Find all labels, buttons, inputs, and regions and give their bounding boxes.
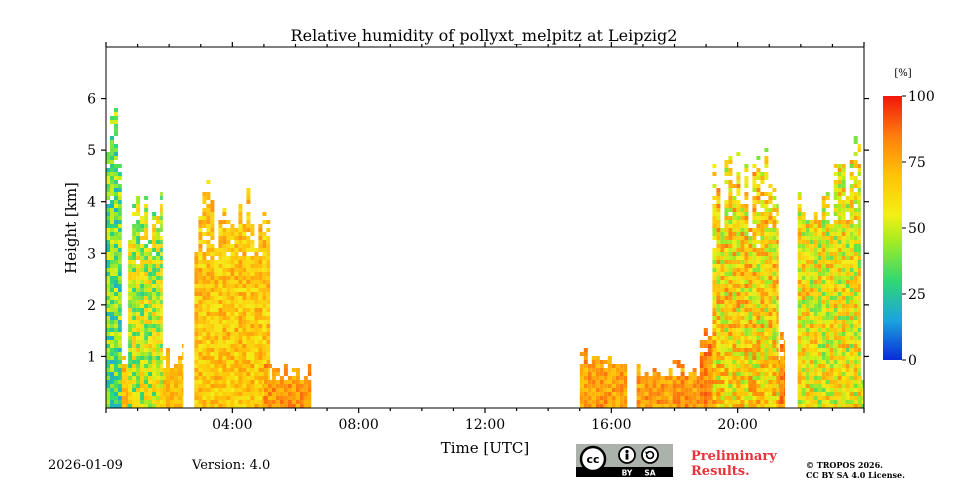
rh-region-11	[797, 136, 861, 408]
x-tick-label: 20:00	[717, 417, 757, 433]
axis-ticks: 04:00 08:00 12:00 16:00 20:00 1 2 3 4 5 6	[87, 42, 869, 433]
y-tick-label: 2	[87, 298, 96, 314]
cc-icon-text: cc	[586, 453, 599, 466]
colorbar-tick-label: 50	[908, 221, 926, 237]
x-tick-label: 04:00	[212, 417, 252, 433]
rh-region-2	[128, 192, 163, 408]
rh-region-6	[579, 348, 628, 408]
x-tick-label: 08:00	[338, 417, 378, 433]
x-axis-label: Time [UTC]	[441, 439, 530, 457]
y-tick-label: 4	[87, 195, 96, 211]
by-label: BY	[622, 469, 633, 478]
colorbar-unit: [%]	[894, 68, 911, 79]
y-tick-label: 3	[87, 246, 96, 262]
heatmap-layer	[106, 108, 864, 408]
colorbar-tick-label: 75	[908, 155, 926, 171]
copyright-line-2: CC BY SA 4.0 License.	[806, 470, 905, 480]
y-tick-label: 5	[87, 143, 96, 159]
rh-region-9	[712, 148, 779, 408]
copyright-notice: © TROPOS 2026. CC BY SA 4.0 License.	[806, 460, 905, 480]
cc-by-sa-badge[interactable]: cc BY SA	[576, 444, 673, 477]
chart-title: Relative humidity of pollyxt_melpitz at …	[291, 26, 678, 45]
y-tick-label: 1	[87, 349, 96, 365]
x-tick-label: 16:00	[591, 417, 631, 433]
cc-icon	[579, 445, 607, 473]
copyright-line-1: © TROPOS 2026.	[806, 460, 883, 470]
colorbar-tick-label: 0	[908, 353, 917, 369]
sa-label: SA	[644, 469, 655, 478]
colorbar-tick-label: 25	[908, 287, 926, 303]
colorbar-ticks: 0 25 50 75 100	[902, 89, 935, 369]
preliminary-notice: Preliminary Results.	[691, 449, 777, 479]
y-axis-label: Height [km]	[62, 182, 80, 274]
preliminary-line-1: Preliminary	[691, 449, 777, 464]
y-tick-label: 6	[87, 92, 96, 108]
colorbar	[883, 96, 902, 360]
colorbar-tick-label: 100	[908, 89, 935, 105]
rh-region-1	[106, 108, 122, 408]
footer-date: 2026-01-09	[48, 458, 123, 473]
rh-region-4	[194, 180, 271, 408]
x-tick-label: 12:00	[465, 417, 505, 433]
rh-region-5	[263, 364, 312, 408]
footer-version: Version: 4.0	[192, 458, 271, 473]
rh-region-7	[636, 360, 700, 408]
preliminary-line-2: Results.	[691, 464, 750, 479]
sa-share-icon	[641, 446, 659, 464]
